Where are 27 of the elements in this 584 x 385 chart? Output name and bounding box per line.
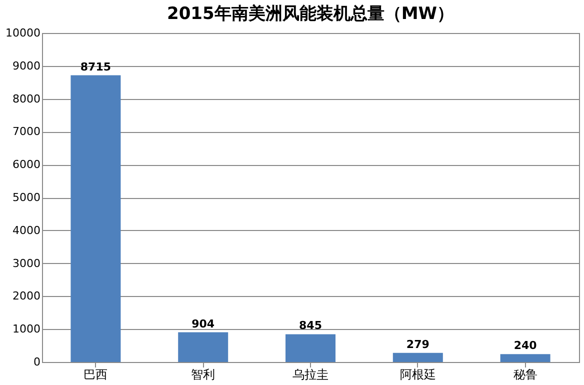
y-tick-label: 9000 <box>12 59 40 72</box>
data-label: 8715 <box>80 60 112 74</box>
x-tick-label: 乌拉圭 <box>292 368 328 382</box>
x-tick-label: 巴西 <box>84 368 108 382</box>
bar <box>178 332 228 362</box>
bar <box>392 352 443 362</box>
x-tick-label: 秘鲁 <box>513 368 538 382</box>
chart-title: 2015年南美洲风能装机总量（MW） <box>167 4 454 24</box>
y-tick-label: 10000 <box>6 26 40 40</box>
y-tick-label: 3000 <box>12 256 40 270</box>
y-tick-label: 7000 <box>12 125 40 138</box>
y-tick-label: 2000 <box>12 290 40 303</box>
y-tick-label: 8000 <box>12 92 40 106</box>
bar <box>70 75 121 362</box>
data-label: 904 <box>192 317 215 330</box>
y-tick-label: 5000 <box>12 191 40 204</box>
bar <box>500 354 550 362</box>
data-label: 240 <box>514 339 538 352</box>
y-tick-label: 4000 <box>12 224 40 237</box>
x-tick-label: 智利 <box>191 368 216 382</box>
x-tick-label: 阿根廷 <box>400 368 436 382</box>
data-label: 845 <box>299 319 322 332</box>
data-label: 279 <box>406 338 430 351</box>
bar <box>286 334 336 362</box>
y-tick-label: 1000 <box>12 322 40 336</box>
y-tick-label: 0 <box>34 356 40 368</box>
y-tick-label: 6000 <box>12 158 40 172</box>
